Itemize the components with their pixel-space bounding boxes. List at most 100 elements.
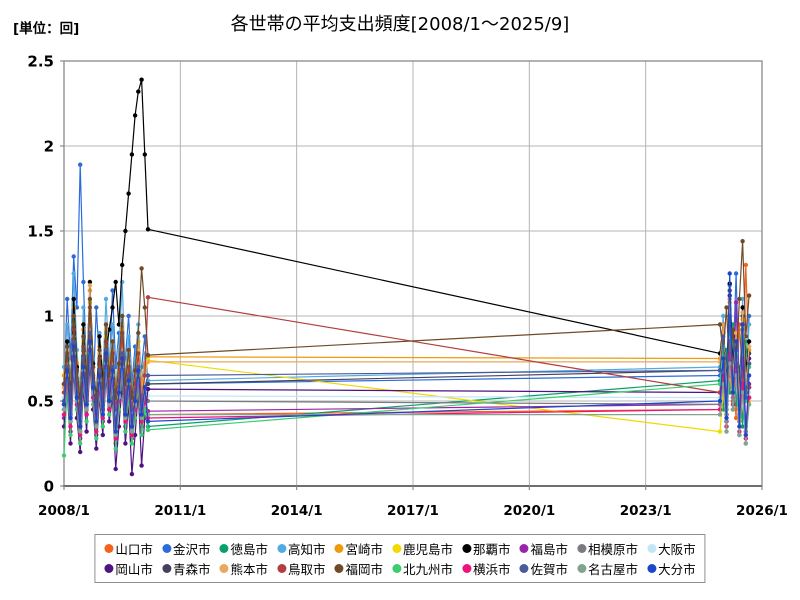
legend-item-0: 山口市 bbox=[104, 539, 153, 558]
data-point bbox=[740, 239, 745, 244]
data-point bbox=[733, 415, 739, 421]
data-point bbox=[61, 453, 67, 458]
legend-item-label: 相模原市 bbox=[588, 542, 639, 557]
data-point bbox=[81, 334, 86, 339]
data-point bbox=[129, 441, 135, 446]
legend-item-label: 北九州市 bbox=[403, 562, 454, 577]
legend-item-3: 高知市 bbox=[276, 539, 325, 558]
data-point bbox=[724, 429, 729, 434]
data-point bbox=[87, 279, 93, 285]
data-point bbox=[107, 327, 112, 332]
series-markers-10 bbox=[61, 293, 752, 477]
data-point bbox=[78, 424, 83, 429]
legend-item-4: 宮崎市 bbox=[334, 539, 383, 558]
data-point bbox=[123, 441, 128, 446]
series-line-4 bbox=[63, 289, 750, 405]
data-point bbox=[71, 254, 76, 259]
data-point bbox=[65, 364, 70, 370]
data-point bbox=[87, 283, 93, 288]
data-point bbox=[107, 398, 112, 404]
data-point bbox=[743, 432, 748, 438]
data-point bbox=[746, 373, 752, 378]
data-point bbox=[65, 368, 70, 373]
legend-item-label: 鹿児島市 bbox=[403, 542, 454, 557]
data-point bbox=[740, 424, 745, 429]
x-axis-tick-label: 2014/1 bbox=[271, 503, 323, 519]
legend-dot-icon bbox=[577, 564, 587, 573]
data-point bbox=[65, 322, 70, 327]
data-point bbox=[116, 390, 122, 395]
legend-dot-icon bbox=[276, 564, 286, 573]
series-markers-14 bbox=[61, 239, 752, 407]
data-point bbox=[737, 432, 742, 438]
legend-item-label: 徳島市 bbox=[230, 542, 268, 557]
legend-item-label: 岡山市 bbox=[115, 562, 153, 577]
data-point bbox=[139, 419, 144, 424]
legend-dot-icon bbox=[519, 544, 529, 553]
series-markers-5 bbox=[61, 300, 752, 441]
legend-item-label: 青森市 bbox=[172, 562, 211, 577]
legend-item-19: 大分市 bbox=[647, 559, 696, 578]
data-point bbox=[84, 402, 89, 407]
data-point bbox=[126, 373, 131, 378]
legend-item-label: 横浜市 bbox=[473, 562, 511, 577]
legend-item-7: 福島市 bbox=[519, 539, 568, 558]
legend-item-17: 佐賀市 bbox=[519, 559, 569, 578]
data-point bbox=[84, 407, 89, 412]
data-point bbox=[145, 381, 151, 387]
data-point bbox=[717, 412, 723, 417]
data-point bbox=[129, 424, 135, 429]
legend-item-label: 佐賀市 bbox=[530, 562, 569, 577]
y-axis-tick-label: 0.5 bbox=[27, 393, 54, 411]
legend-item-label: 鳥取市 bbox=[287, 562, 326, 577]
data-point bbox=[113, 466, 118, 472]
data-point bbox=[90, 385, 96, 390]
data-point bbox=[100, 424, 106, 429]
data-point bbox=[97, 368, 102, 373]
y-axis-tick-label: 1 bbox=[44, 308, 54, 326]
data-point bbox=[68, 415, 73, 421]
data-point bbox=[120, 351, 125, 356]
data-point bbox=[94, 424, 99, 429]
data-point bbox=[145, 352, 151, 358]
plot-area: 2008/1 2011/1 2014/1 2017/1 2020/1 2023/1 2026… bbox=[27, 53, 788, 520]
data-point bbox=[730, 407, 736, 412]
data-point bbox=[107, 419, 112, 424]
data-point bbox=[129, 471, 135, 477]
data-point bbox=[103, 351, 109, 356]
data-point bbox=[126, 334, 131, 339]
data-point bbox=[120, 262, 125, 268]
data-point bbox=[139, 412, 144, 417]
data-point bbox=[113, 429, 118, 434]
data-point bbox=[65, 296, 70, 302]
data-point bbox=[78, 432, 83, 438]
data-point bbox=[84, 429, 89, 434]
data-point bbox=[139, 463, 144, 468]
data-point bbox=[717, 322, 723, 327]
data-point bbox=[61, 412, 67, 417]
data-point bbox=[113, 279, 118, 285]
legend-dot-icon bbox=[519, 564, 529, 573]
data-point bbox=[740, 322, 745, 327]
data-point bbox=[100, 432, 106, 438]
data-point bbox=[740, 305, 745, 310]
data-point bbox=[61, 402, 67, 407]
data-point bbox=[139, 432, 144, 438]
data-point bbox=[97, 373, 102, 378]
unit-label: [単位：回] bbox=[13, 21, 80, 37]
data-point bbox=[136, 364, 141, 370]
data-point bbox=[81, 322, 86, 327]
data-point bbox=[81, 305, 86, 310]
x-axis-tick-label: 2020/1 bbox=[503, 503, 555, 519]
data-point bbox=[61, 407, 67, 412]
data-point bbox=[110, 339, 115, 344]
data-point bbox=[120, 356, 125, 361]
legend-dot-icon bbox=[104, 564, 114, 573]
data-point bbox=[65, 339, 70, 344]
data-point bbox=[136, 368, 141, 373]
data-point bbox=[113, 432, 118, 438]
data-point bbox=[737, 424, 742, 429]
y-axis-tick-label: 2 bbox=[44, 138, 54, 156]
data-point bbox=[87, 296, 93, 302]
data-point bbox=[727, 361, 732, 366]
